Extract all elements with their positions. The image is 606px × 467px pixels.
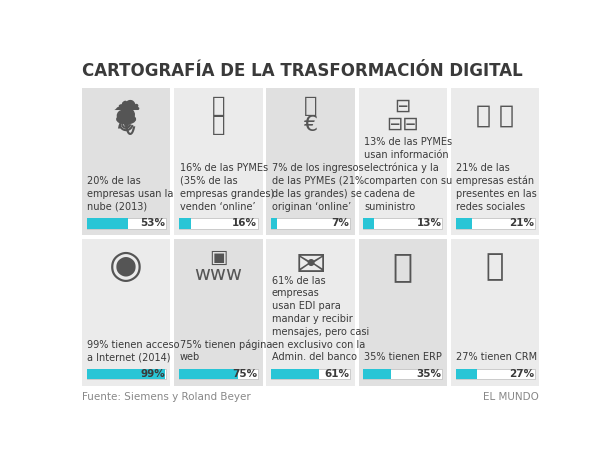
Bar (363, 218, 373, 228)
Text: 7%: 7% (331, 218, 349, 228)
Text: ◉: ◉ (109, 247, 143, 285)
Text: 75% tienen página
web: 75% tienen página web (179, 339, 272, 362)
Text: 🌐
🛒: 🌐 🛒 (211, 96, 225, 134)
Text: 13% de las PYMEs
usan información
electrónica y la
comparten con su
cadena de
su: 13% de las PYMEs usan información electr… (364, 137, 452, 212)
Bar (82, 88, 170, 235)
Bar (179, 368, 258, 380)
Text: 👤: 👤 (486, 252, 504, 281)
Text: EL MUNDO: EL MUNDO (484, 392, 539, 402)
Circle shape (118, 111, 128, 121)
Bar (87, 368, 165, 380)
Text: 35% tienen ERP: 35% tienen ERP (364, 353, 442, 362)
Text: CARTOGRAFÍA DE LA TRASFORMACIÓN DIGITAL: CARTOGRAFÍA DE LA TRASFORMACIÓN DIGITAL (82, 62, 523, 80)
Text: 61% de las
empresas
usan EDI para
mandar y recibir
mensajes, pero casi
en exclus: 61% de las empresas usan EDI para mandar… (272, 276, 369, 362)
Bar (179, 368, 238, 380)
Text: 7% de los ingresos
de las PYMEs (21%
de las grandes) se
originan ‘online’: 7% de los ingresos de las PYMEs (21% de … (272, 163, 364, 212)
Text: ☁
∿: ☁ ∿ (112, 88, 140, 142)
Text: Ⓕ Ⓣ: Ⓕ Ⓣ (476, 103, 514, 127)
Text: 20% de las
empresas usan la
nube (2013): 20% de las empresas usan la nube (2013) (87, 176, 174, 212)
Text: 📶: 📶 (393, 250, 413, 283)
Bar (271, 218, 350, 228)
Bar (456, 368, 477, 380)
Text: 75%: 75% (232, 369, 257, 379)
Text: 21%: 21% (509, 218, 534, 228)
Bar (87, 368, 165, 380)
Text: 27% tienen CRM: 27% tienen CRM (456, 353, 538, 362)
Bar (82, 239, 170, 386)
Text: 21% de las
empresas están
presentes en las
redes sociales: 21% de las empresas están presentes en l… (456, 163, 537, 212)
Bar (456, 368, 534, 380)
Bar (363, 368, 391, 380)
Text: Fuente: Siemens y Roland Beyer: Fuente: Siemens y Roland Beyer (82, 392, 251, 402)
Bar (451, 239, 539, 386)
Text: 16%: 16% (232, 218, 257, 228)
Bar (271, 218, 276, 228)
Bar (87, 218, 165, 228)
Text: ▣
www: ▣ www (195, 248, 242, 284)
Text: 27%: 27% (508, 369, 534, 379)
Bar (174, 239, 262, 386)
Text: 99% tienen acceso
a Internet (2014): 99% tienen acceso a Internet (2014) (87, 340, 180, 362)
Bar (359, 88, 447, 235)
Bar (456, 218, 472, 228)
Text: ✉: ✉ (296, 249, 325, 283)
Bar (267, 239, 355, 386)
Text: 13%: 13% (416, 218, 442, 228)
Bar (363, 218, 442, 228)
Text: 61%: 61% (324, 369, 349, 379)
Bar (271, 368, 350, 380)
Bar (179, 218, 258, 228)
Text: 53%: 53% (140, 218, 165, 228)
Bar (363, 368, 442, 380)
Bar (179, 218, 191, 228)
Bar (174, 88, 262, 235)
Circle shape (121, 109, 131, 118)
Ellipse shape (117, 114, 135, 124)
Bar (271, 368, 319, 380)
Text: 35%: 35% (416, 369, 442, 379)
Bar (451, 88, 539, 235)
Text: ⊟
⊟⊟: ⊟ ⊟⊟ (387, 97, 419, 134)
Bar (267, 88, 355, 235)
Bar (456, 218, 534, 228)
Text: 🌐
€: 🌐 € (304, 96, 318, 134)
Bar (87, 218, 128, 228)
Circle shape (122, 109, 135, 120)
Text: 16% de las PYMEs
(35% de las
empresas grandes)
venden ‘online’: 16% de las PYMEs (35% de las empresas gr… (179, 163, 274, 212)
Bar (359, 239, 447, 386)
Text: 99%: 99% (140, 369, 165, 379)
